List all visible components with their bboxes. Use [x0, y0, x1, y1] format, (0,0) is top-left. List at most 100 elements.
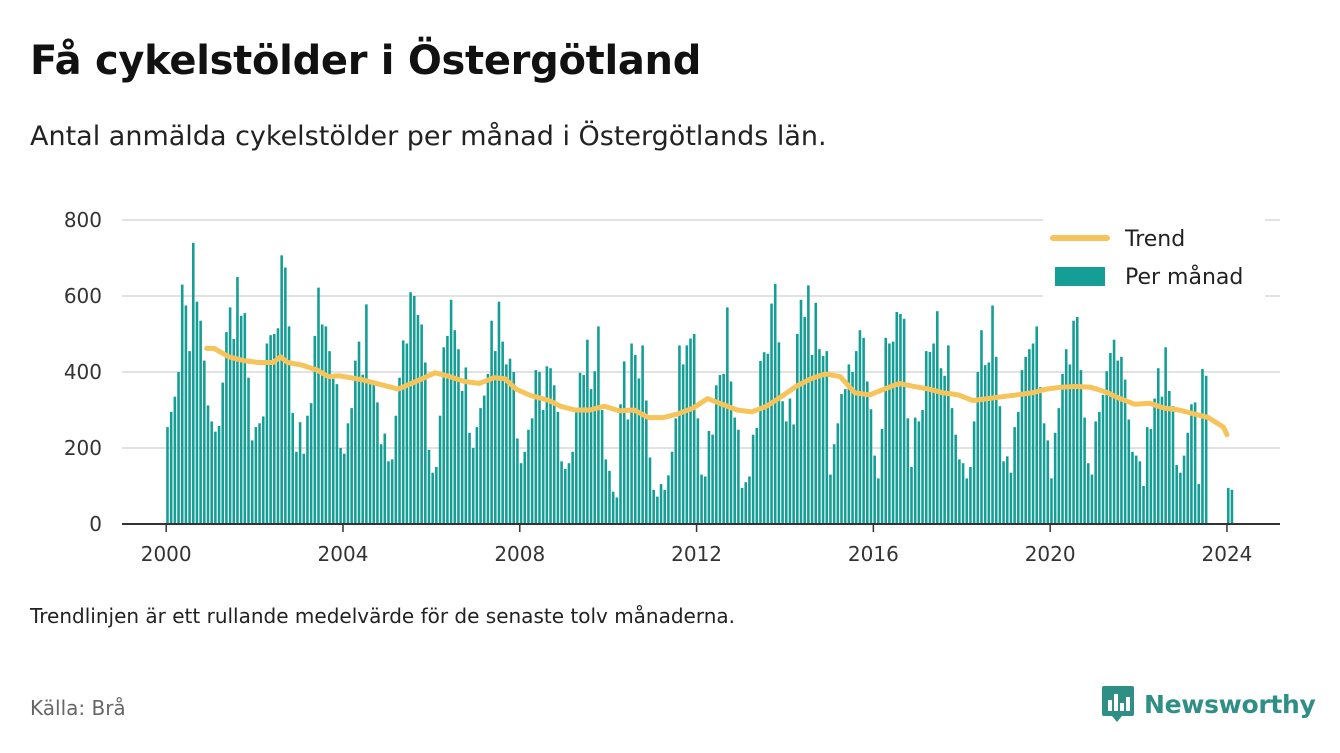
bar [401, 340, 405, 524]
bar [987, 362, 991, 524]
x-tick-label: 2020 [1025, 542, 1076, 566]
bar [471, 448, 475, 524]
bar [1039, 387, 1042, 524]
bar [689, 338, 692, 524]
bar [674, 418, 678, 524]
bar [1153, 398, 1156, 524]
bar [1017, 411, 1020, 524]
bar [324, 326, 328, 524]
trend-line-layer [204, 345, 1230, 438]
bar [177, 372, 180, 524]
bar [1101, 394, 1105, 524]
y-tick-label: 600 [64, 284, 102, 308]
bar [405, 343, 409, 524]
bar [449, 299, 453, 524]
bar [604, 459, 608, 524]
bar [748, 476, 751, 524]
chart-subtitle: Antal anmälda cykelstölder per månad i Ö… [30, 121, 827, 152]
bar [1175, 465, 1178, 524]
bar [446, 335, 449, 524]
bar [928, 351, 932, 524]
bar [622, 361, 626, 524]
bar [206, 405, 210, 524]
bar [571, 451, 574, 524]
bar [641, 345, 644, 524]
bar [379, 444, 383, 524]
bar [1156, 368, 1160, 524]
bar [1013, 427, 1016, 524]
bar [1226, 487, 1230, 524]
bar [416, 315, 420, 524]
bar [910, 467, 913, 524]
bar [1127, 419, 1131, 524]
bar [656, 496, 659, 524]
bar [866, 381, 869, 524]
bar [726, 307, 729, 524]
bar [1002, 461, 1005, 524]
bar [1230, 489, 1234, 524]
bar [1193, 402, 1197, 524]
bar [497, 301, 501, 524]
x-tick-label: 2000 [141, 542, 192, 566]
bar [1105, 371, 1108, 524]
bar [891, 341, 895, 524]
bar [1053, 432, 1057, 524]
bar [342, 453, 346, 524]
chart-note: Trendlinjen är ett rullande medelvärde f… [30, 604, 736, 628]
bar [1145, 427, 1149, 524]
bar [935, 311, 939, 524]
bar [365, 304, 368, 524]
bar [991, 305, 994, 524]
bar [361, 374, 364, 524]
bar [368, 384, 372, 524]
bar [1142, 486, 1145, 524]
bar [538, 372, 541, 524]
bar [958, 459, 961, 524]
bar [744, 482, 748, 524]
bar [228, 307, 232, 524]
bar [652, 489, 655, 524]
bar [214, 431, 217, 524]
bar [895, 311, 899, 524]
bar [280, 255, 283, 524]
bar [803, 316, 806, 524]
bar [556, 411, 560, 524]
bar [818, 349, 821, 524]
bar [412, 296, 416, 524]
brand-logo[interactable]: Newsworthy [1100, 682, 1316, 726]
bar [796, 334, 799, 524]
bar [464, 367, 468, 524]
bar [1068, 364, 1072, 524]
bar [420, 324, 423, 524]
bar [759, 360, 762, 524]
x-tick-label: 2004 [318, 542, 369, 566]
bar [1134, 455, 1138, 524]
bar [902, 318, 906, 524]
bar [468, 432, 471, 524]
bar [821, 356, 825, 524]
bar [460, 391, 464, 524]
bar [633, 354, 637, 524]
bar [755, 427, 759, 524]
bar [637, 378, 641, 524]
bar [703, 476, 707, 524]
bar [287, 326, 291, 524]
bar [781, 401, 784, 524]
bar [527, 429, 530, 524]
bar [740, 487, 744, 524]
bar [980, 330, 983, 524]
bar [331, 378, 335, 524]
bar [983, 365, 987, 524]
bar [722, 373, 725, 524]
bar [862, 337, 865, 524]
bar [1042, 423, 1046, 524]
bar [1138, 461, 1142, 524]
bar [825, 351, 829, 524]
x-tick-label: 2016 [848, 542, 899, 566]
bar [457, 349, 460, 524]
bar [530, 418, 534, 524]
bar [247, 377, 250, 524]
bar [678, 345, 681, 524]
bar [357, 341, 361, 524]
bar [1020, 370, 1024, 524]
